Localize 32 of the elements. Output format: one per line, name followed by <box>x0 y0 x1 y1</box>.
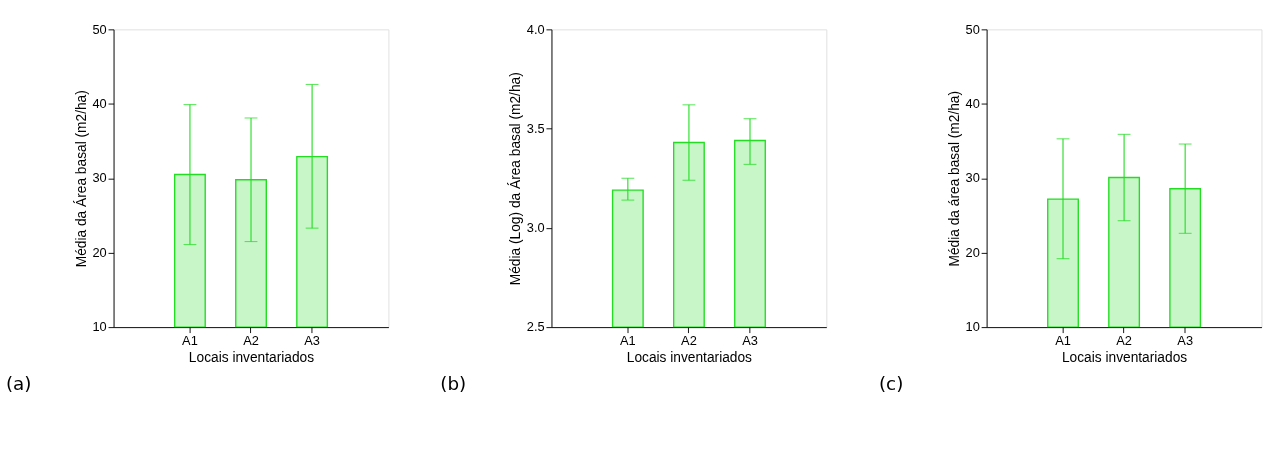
x-tick-label: A2 <box>243 333 259 348</box>
text: (a) <box>5 373 32 395</box>
y-tick-label: 3.0 <box>526 220 545 236</box>
x-tick-label: A3 <box>1177 333 1193 348</box>
y-axis-title: Média da Área basal (m2/ha) <box>73 90 90 268</box>
y-tick-label: 50 <box>92 21 107 37</box>
x-tick-label: A2 <box>1116 333 1132 348</box>
y-tick-label: 10 <box>965 319 980 335</box>
x-axis-title: Locais inventariados <box>626 350 753 366</box>
y-tick-label: 20 <box>92 244 107 260</box>
y-tick-label: 3.5 <box>526 120 545 136</box>
y-tick-label: 20 <box>965 244 980 260</box>
y-tick-label: 4.0 <box>526 21 545 37</box>
text: (c) <box>878 373 904 395</box>
x-tick-label: A3 <box>742 333 758 348</box>
y-tick-label: 2.5 <box>526 319 545 335</box>
y-axis-title: Média da área basal (m2/ha) <box>947 90 963 267</box>
y-tick-label: 50 <box>965 21 980 37</box>
y-tick-label: 30 <box>92 170 107 186</box>
x-tick-label: A1 <box>620 333 636 348</box>
x-axis-title: Locais inventariados <box>1061 350 1188 366</box>
y-tick-label: 30 <box>965 170 980 186</box>
y-axis-title: Média (Log) da Área basal (m2/ha) <box>507 72 524 286</box>
text: (b) <box>440 373 467 395</box>
x-tick-label: A1 <box>1055 333 1071 348</box>
y-tick-label: 10 <box>92 319 107 335</box>
x-tick-label: A2 <box>681 333 697 348</box>
y-tick-label: 40 <box>965 95 980 111</box>
x-axis-title: Locais inventariados <box>188 350 315 366</box>
y-tick-label: 40 <box>92 95 107 111</box>
x-tick-label: A3 <box>304 333 320 348</box>
x-tick-label: A1 <box>182 333 198 348</box>
